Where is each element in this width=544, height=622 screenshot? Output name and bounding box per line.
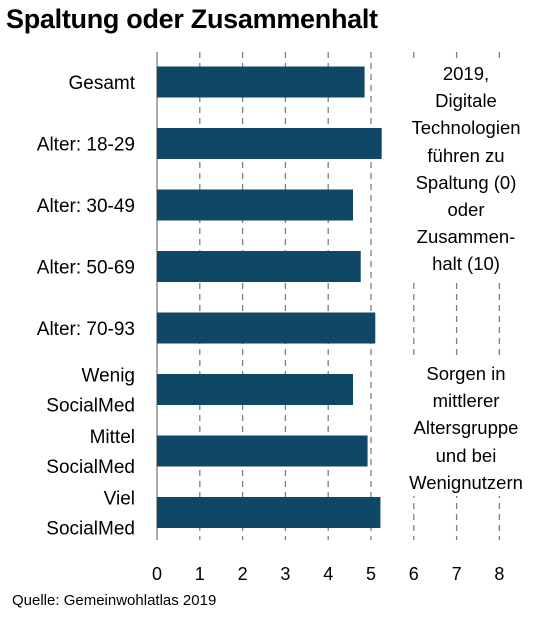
x-tick-label-0: 0 — [152, 564, 162, 584]
chart-title: Spaltung oder Zusammenhalt — [6, 4, 378, 34]
annotation-top-line-3: führen zu — [427, 144, 505, 166]
annotation-bottom-line-3: und bei — [435, 444, 497, 466]
bar-0 — [157, 66, 365, 98]
bar-1 — [157, 128, 382, 159]
bar-7 — [157, 497, 381, 528]
annotation-top-line-0: 2019, — [442, 63, 490, 84]
x-tick-label-7: 7 — [452, 564, 462, 584]
category-label-5: Wenig SocialMed — [46, 366, 135, 417]
annotation-top-line-2: Technologien — [411, 117, 521, 139]
category-label-4: Alter: 70-93 — [37, 319, 135, 340]
annotation-top: 2019, Digitale Technologien führen zu Spaltu… — [396, 60, 536, 278]
category-label-2: Alter: 30-49 — [37, 196, 135, 217]
x-tick-label-4: 4 — [323, 564, 333, 584]
bar-6 — [157, 435, 368, 467]
annotation-top-line-1: Digitale — [435, 90, 497, 112]
x-tick-label-6: 6 — [409, 564, 419, 584]
x-tick-label-5: 5 — [366, 564, 376, 584]
category-label-3: Alter: 50-69 — [37, 258, 135, 279]
annotation-bottom-line-0: Sorgen in — [426, 363, 506, 384]
annotation-bottom-line-1: mittlerer — [432, 390, 500, 412]
annotation-bottom-line-4: Wenignutzern — [409, 471, 523, 493]
category-label-7: Viel SocialMed — [46, 489, 135, 540]
annotation-top-line-4: Spaltung (0) — [415, 171, 517, 193]
annotation-bottom-line-2: Altersgruppe — [413, 417, 519, 439]
source-note: Quelle: Gemeinwohlatlas 2019 — [12, 592, 217, 609]
x-tick-label-2: 2 — [238, 564, 248, 584]
x-tick-label-3: 3 — [280, 564, 290, 584]
annotation-top-line-5: oder — [447, 199, 485, 221]
x-tick-label-1: 1 — [195, 564, 205, 584]
annotation-top-line-7: halt (10) — [432, 253, 500, 275]
annotation-top-line-6: Zusammen- — [416, 226, 516, 248]
category-label-1: Alter: 18-29 — [37, 135, 135, 156]
annotation-bottom: Sorgen in mittlerer Altersgruppe und bei Wen… — [396, 360, 536, 497]
category-label-0: Gesamt — [68, 73, 135, 94]
bar-3 — [157, 251, 361, 282]
bar-4 — [157, 312, 376, 344]
bar-2 — [157, 189, 354, 221]
bar-5 — [157, 374, 354, 405]
category-label-6: Mittel SocialMed — [46, 427, 135, 478]
x-tick-label-8: 8 — [494, 564, 504, 584]
